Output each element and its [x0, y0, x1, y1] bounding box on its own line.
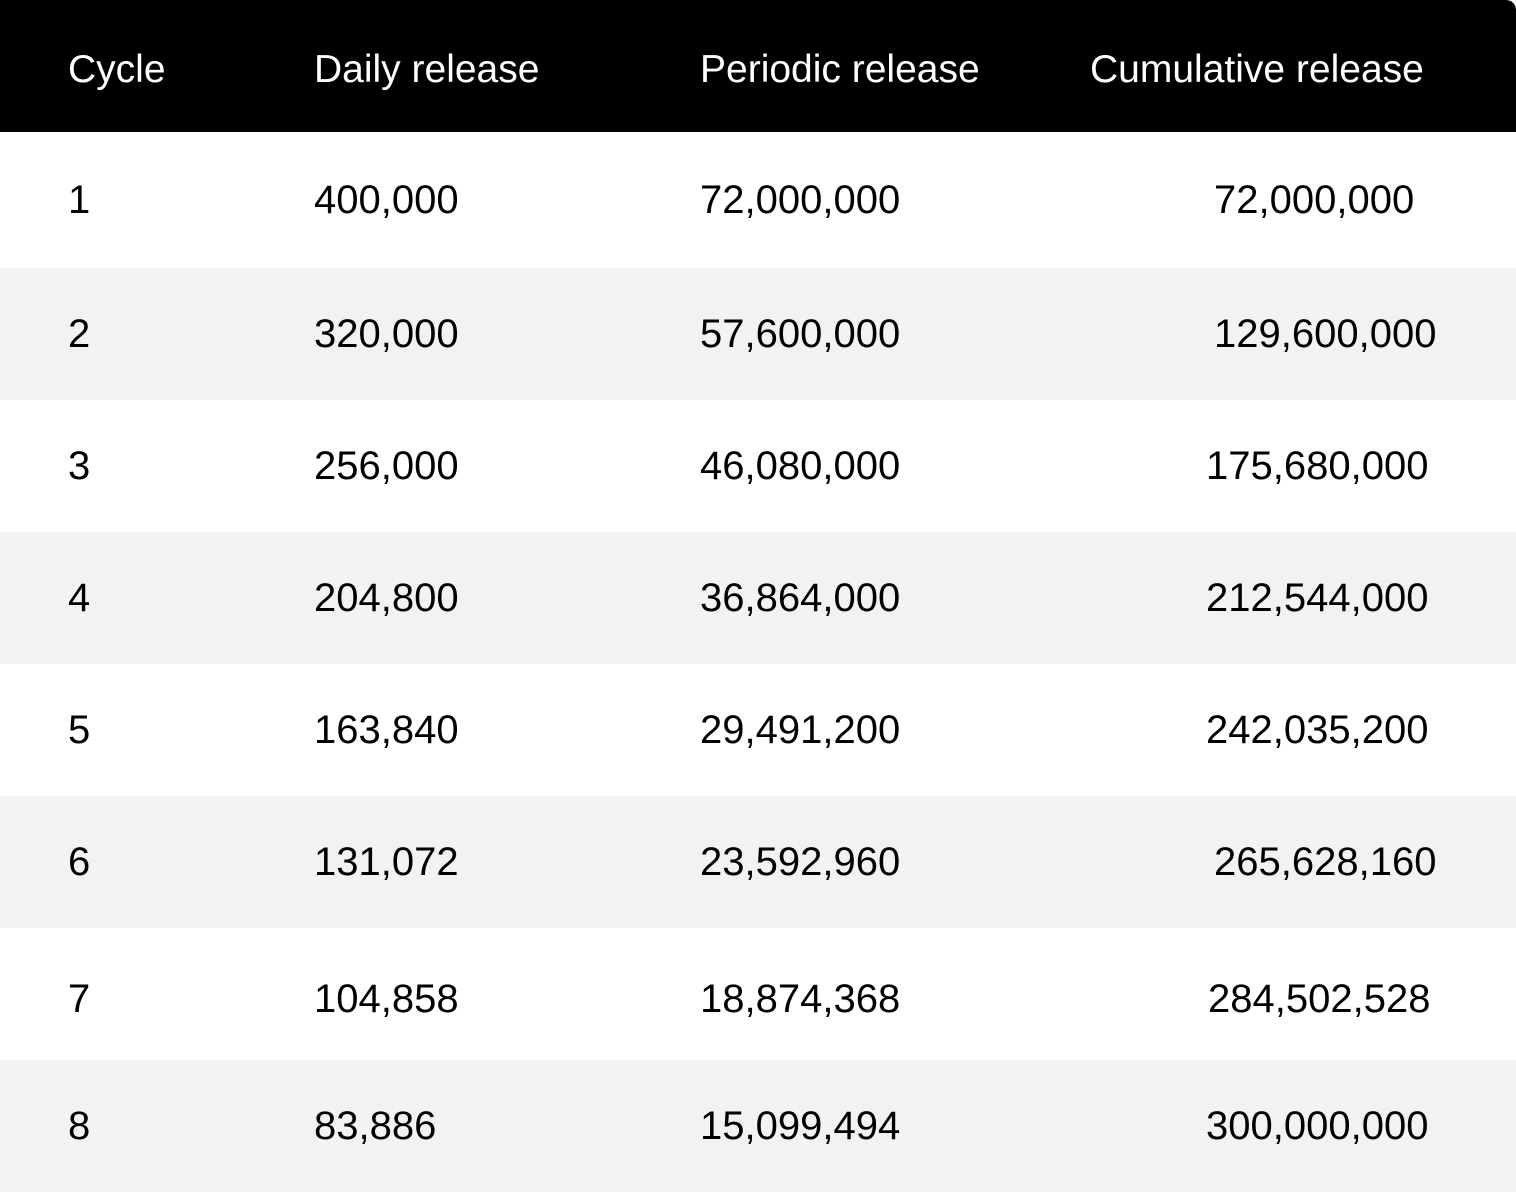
- cell-cumulative-release: 265,628,160: [1214, 839, 1437, 884]
- cell-periodic-release: 57,600,000: [700, 311, 901, 356]
- cell-daily-release: 83,886: [314, 1103, 437, 1148]
- cell-daily-release: 256,000: [314, 443, 459, 488]
- table-row: 2 320,000 57,600,000 129,600,000: [0, 268, 1516, 400]
- cell-cycle: 8: [68, 1103, 91, 1148]
- cell-cumulative-release: 300,000,000: [1206, 1103, 1429, 1148]
- cell-cumulative-release: 242,035,200: [1206, 707, 1429, 752]
- cell-daily-release: 104,858: [314, 976, 459, 1021]
- cell-cycle: 2: [68, 311, 91, 356]
- cell-cumulative-release: 175,680,000: [1206, 443, 1429, 488]
- cell-daily-release: 400,000: [314, 177, 459, 222]
- cell-periodic-release: 36,864,000: [700, 575, 901, 620]
- table-row: 4 204,800 36,864,000 212,544,000: [0, 532, 1516, 664]
- cell-periodic-release: 18,874,368: [700, 976, 901, 1021]
- header-cycle: Cycle: [68, 48, 166, 91]
- cell-daily-release: 320,000: [314, 311, 459, 356]
- cell-cycle: 3: [68, 443, 91, 488]
- cell-periodic-release: 23,592,960: [700, 839, 901, 884]
- table-header-row: Cycle Daily release Periodic release Cum…: [0, 0, 1516, 132]
- table-row: 8 83,886 15,099,494 300,000,000: [0, 1060, 1516, 1192]
- header-cumulative-release: Cumulative release: [1090, 48, 1424, 91]
- cell-cumulative-release: 284,502,528: [1208, 976, 1431, 1021]
- cell-periodic-release: 46,080,000: [700, 443, 901, 488]
- cell-cumulative-release: 72,000,000: [1214, 177, 1415, 222]
- header-periodic-release: Periodic release: [700, 48, 980, 91]
- cell-cycle: 5: [68, 707, 91, 752]
- cell-daily-release: 131,072: [314, 839, 459, 884]
- cell-periodic-release: 15,099,494: [700, 1103, 901, 1148]
- cell-cycle: 4: [68, 575, 91, 620]
- table-row: 3 256,000 46,080,000 175,680,000: [0, 400, 1516, 532]
- header-daily-release: Daily release: [314, 48, 540, 91]
- table-row: 1 400,000 72,000,000 72,000,000: [0, 132, 1516, 268]
- table-row: 6 131,072 23,592,960 265,628,160: [0, 796, 1516, 928]
- cell-cycle: 7: [68, 976, 91, 1021]
- cell-periodic-release: 72,000,000: [700, 177, 901, 222]
- cell-daily-release: 163,840: [314, 707, 459, 752]
- cell-cycle: 6: [68, 839, 91, 884]
- cell-daily-release: 204,800: [314, 575, 459, 620]
- cell-cycle: 1: [68, 177, 91, 222]
- cell-cumulative-release: 212,544,000: [1206, 575, 1429, 620]
- table-row: 7 104,858 18,874,368 284,502,528: [0, 928, 1516, 1060]
- cell-periodic-release: 29,491,200: [700, 707, 901, 752]
- table-row: 5 163,840 29,491,200 242,035,200: [0, 664, 1516, 796]
- cell-cumulative-release: 129,600,000: [1214, 311, 1437, 356]
